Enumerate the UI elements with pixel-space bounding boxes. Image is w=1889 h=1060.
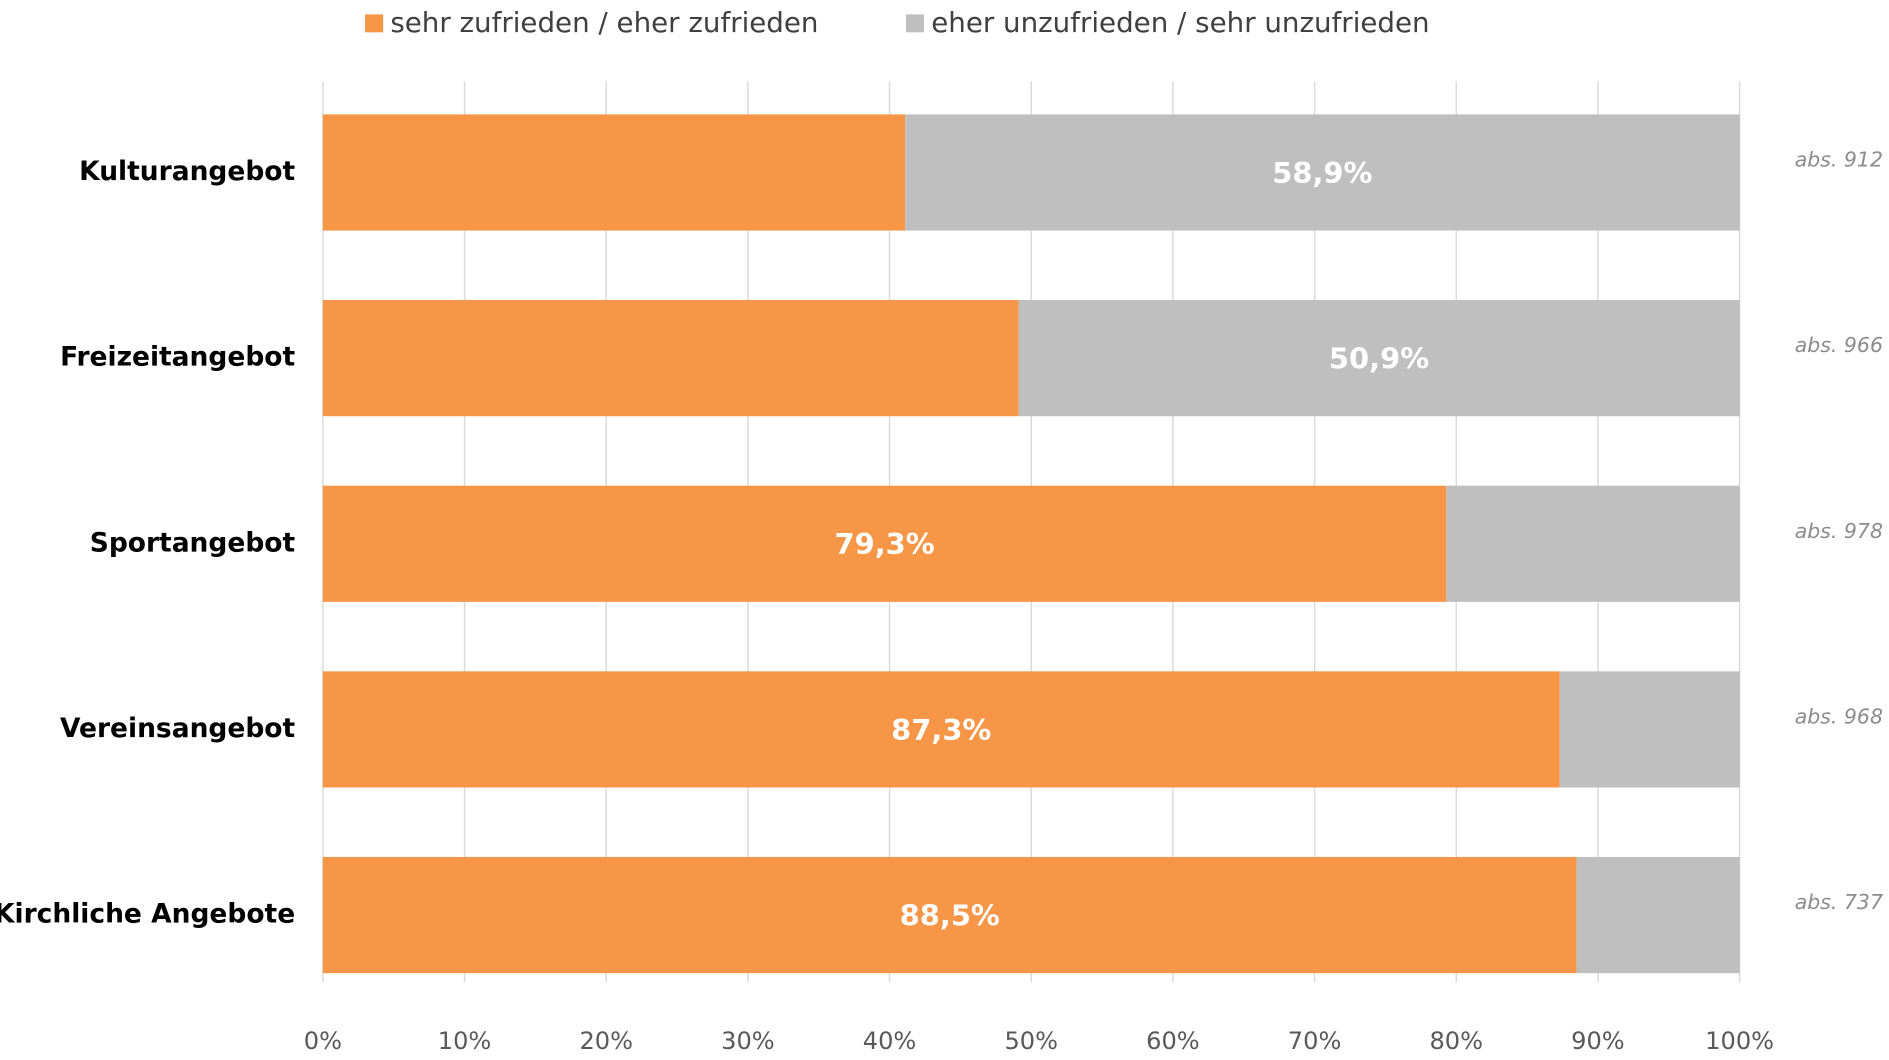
- x-tick-label: 70%: [1288, 1027, 1342, 1055]
- bar-segment: [322, 856, 1577, 974]
- x-tick-label: 10%: [438, 1027, 492, 1055]
- category-label: Sportangebot: [90, 527, 296, 558]
- bar-segment: [1018, 300, 1740, 417]
- data-label: 50,9%: [1329, 342, 1429, 376]
- x-tick-label: 0%: [304, 1027, 342, 1055]
- legend-label: eher unzufrieden / sehr unzufrieden: [931, 6, 1429, 39]
- annotation: abs. 966: [1795, 333, 1883, 357]
- annotation: abs. 968: [1795, 704, 1883, 728]
- bar-segment: [322, 300, 1019, 417]
- data-label: 87,3%: [891, 713, 991, 747]
- category-label: Freizeitangebot: [60, 342, 295, 373]
- bar-segment: [322, 485, 1447, 602]
- annotation: abs. 737: [1795, 890, 1883, 914]
- legend-swatch: [365, 14, 384, 33]
- category-label: Kirchliche Angebote: [0, 899, 295, 930]
- bar-segment: [1446, 485, 1740, 602]
- legend-swatch: [905, 14, 925, 33]
- x-tick-label: 60%: [1146, 1027, 1200, 1055]
- bar-segment: [1559, 671, 1740, 788]
- x-tick-label: 100%: [1705, 1027, 1774, 1055]
- category-label: Vereinsangebot: [60, 713, 296, 744]
- category-label: Kulturangebot: [79, 156, 295, 187]
- data-label: 58,9%: [1272, 156, 1372, 190]
- data-label: 88,5%: [900, 899, 1000, 933]
- bar-segment: [322, 671, 1560, 788]
- data-label: 79,3%: [834, 527, 934, 561]
- x-tick-label: 40%: [863, 1027, 917, 1055]
- x-tick-label: 80%: [1429, 1027, 1483, 1055]
- annotation: abs. 912: [1795, 148, 1883, 172]
- bar-segment: [905, 114, 1740, 231]
- x-tick-label: 90%: [1571, 1027, 1625, 1055]
- bar-segment: [322, 114, 906, 231]
- bar-segment: [1576, 856, 1740, 974]
- x-tick-label: 20%: [579, 1027, 633, 1055]
- legend-label: sehr zufrieden / eher zufrieden: [390, 6, 818, 39]
- x-tick-label: 50%: [1004, 1027, 1058, 1055]
- annotation: abs. 978: [1795, 519, 1883, 543]
- x-tick-label: 30%: [721, 1027, 775, 1055]
